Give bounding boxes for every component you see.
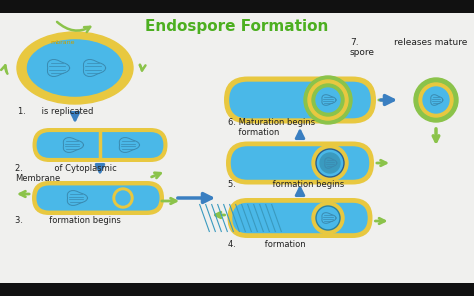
Text: Endospore Formation: Endospore Formation xyxy=(146,20,328,35)
FancyBboxPatch shape xyxy=(32,181,164,215)
Circle shape xyxy=(312,202,344,234)
Circle shape xyxy=(419,83,453,117)
Circle shape xyxy=(423,87,449,113)
Ellipse shape xyxy=(17,32,133,104)
Circle shape xyxy=(320,153,340,173)
Bar xyxy=(0,283,474,296)
Circle shape xyxy=(414,78,458,122)
FancyBboxPatch shape xyxy=(229,82,371,118)
FancyBboxPatch shape xyxy=(36,185,160,210)
Circle shape xyxy=(116,191,130,205)
Circle shape xyxy=(113,188,133,208)
Text: 5.              formation begins: 5. formation begins xyxy=(228,180,344,189)
FancyBboxPatch shape xyxy=(232,203,368,233)
Circle shape xyxy=(304,76,352,124)
Circle shape xyxy=(316,88,340,112)
Text: 7.
spore: 7. spore xyxy=(350,38,375,57)
Ellipse shape xyxy=(27,40,123,96)
FancyBboxPatch shape xyxy=(231,146,369,180)
Circle shape xyxy=(308,80,348,120)
FancyBboxPatch shape xyxy=(36,132,164,158)
Text: 2.            of Cytoplasmic
Membrane: 2. of Cytoplasmic Membrane xyxy=(15,164,117,184)
FancyBboxPatch shape xyxy=(228,198,373,238)
Circle shape xyxy=(312,145,348,181)
FancyBboxPatch shape xyxy=(224,76,376,123)
Text: 3.          formation begins: 3. formation begins xyxy=(15,216,121,225)
Text: mbrane: mbrane xyxy=(50,39,74,44)
FancyBboxPatch shape xyxy=(33,128,167,162)
Circle shape xyxy=(312,84,344,116)
Circle shape xyxy=(316,149,344,177)
FancyBboxPatch shape xyxy=(226,141,374,184)
Text: 4.           formation: 4. formation xyxy=(228,240,306,249)
Text: 1.      is replicated: 1. is replicated xyxy=(18,107,93,116)
Circle shape xyxy=(316,206,340,230)
Text: 6. Maturation begins
    formation: 6. Maturation begins formation xyxy=(228,118,315,137)
Text: releases mature: releases mature xyxy=(394,38,467,47)
Bar xyxy=(0,0,474,13)
